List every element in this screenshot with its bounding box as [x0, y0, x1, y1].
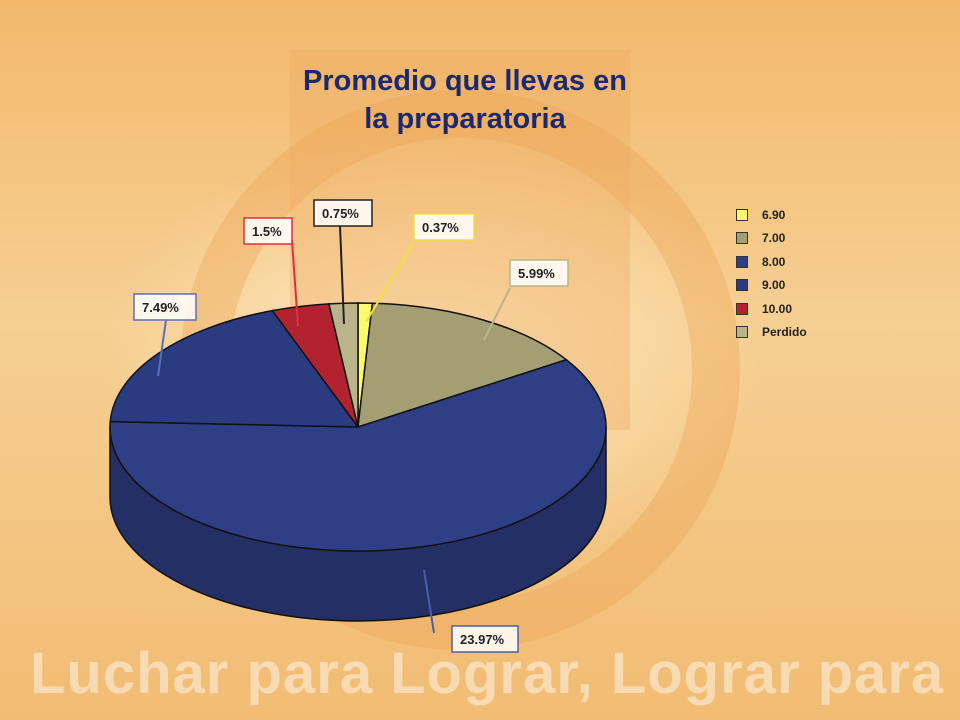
- legend-swatch: [736, 279, 748, 292]
- pie-slice-9.00: [109, 309, 360, 428]
- chart-title-line-2: la preparatoria: [364, 103, 566, 135]
- legend-label: 8.00: [762, 254, 786, 269]
- data-label-text: 7.49%: [142, 300, 179, 315]
- leader-line: [365, 241, 415, 323]
- data-label-text: 5.99%: [518, 266, 555, 281]
- leader-line: [423, 569, 435, 634]
- legend-item-8.00: 8.00: [736, 250, 856, 274]
- legend-item-7.00: 7.00: [736, 227, 856, 251]
- legend-label: 9.00: [762, 278, 786, 293]
- data-label-Perdido: 0.75%: [313, 199, 373, 325]
- leader-line: [157, 319, 167, 377]
- data-label-8.00: 23.97%: [423, 569, 519, 653]
- data-label-text: 1.5%: [252, 224, 282, 239]
- data-label-text: 0.75%: [322, 206, 359, 221]
- data-label-text: 0.37%: [422, 220, 459, 235]
- data-label-text: 23.97%: [460, 632, 505, 647]
- legend-item-6.90: 6.90: [736, 203, 856, 227]
- legend-label: 10.00: [762, 301, 793, 316]
- legend-label: Perdido: [762, 325, 807, 340]
- data-label-box: [451, 625, 519, 653]
- data-label-10.00: 1.5%: [243, 217, 299, 327]
- legend-swatch: [736, 232, 748, 245]
- data-label-9.00: 7.49%: [133, 293, 197, 377]
- legend-swatch: [736, 302, 748, 315]
- legend-item-Perdido: Perdido: [736, 321, 856, 345]
- legend-swatch: [736, 255, 748, 268]
- leader-line: [339, 225, 345, 325]
- legend-item-10.00: 10.00: [736, 297, 856, 321]
- legend-swatch: [736, 326, 748, 339]
- legend-swatch: [736, 208, 748, 221]
- data-label-box: [133, 293, 197, 321]
- legend-label: 7.00: [762, 231, 786, 246]
- data-label-6.90: 0.37%: [365, 213, 475, 323]
- data-label-box: [509, 259, 569, 287]
- data-label-box: [243, 217, 293, 245]
- data-label-box: [313, 199, 373, 227]
- leader-line: [483, 287, 511, 341]
- leader-line: [291, 239, 299, 327]
- legend-label: 6.90: [762, 207, 786, 222]
- data-label-box: [413, 213, 475, 241]
- legend-item-9.00: 9.00: [736, 274, 856, 298]
- pie-slice-8.00: [109, 358, 607, 552]
- chart-legend: 6.90 7.00 8.00 9.00 10.00 Perdido: [736, 203, 856, 344]
- chart-title-line-1: Promedio que llevas en: [303, 65, 627, 97]
- pie-slice-7.00: [357, 302, 568, 429]
- chart-title: Promedio que llevas en la preparatoria: [250, 62, 680, 138]
- data-label-7.00: 5.99%: [483, 259, 569, 341]
